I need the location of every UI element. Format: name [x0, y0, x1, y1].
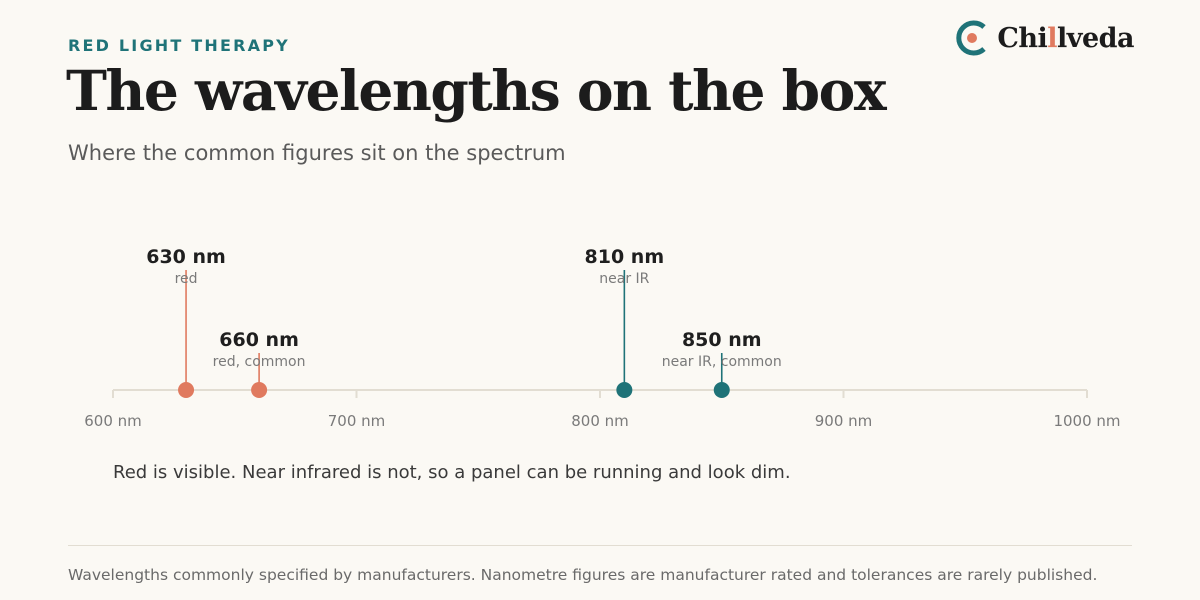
chillveda-logo-icon [956, 20, 987, 56]
page-subtitle: Where the common figures sit on the spec… [68, 141, 566, 165]
data-point [713, 382, 730, 398]
x-tick-label: 1000 nm [1053, 412, 1120, 430]
point-category-label: red, common [213, 354, 306, 370]
x-tick-label: 600 nm [84, 412, 142, 430]
data-point [616, 382, 633, 398]
point-value-label: 630 nm [146, 246, 226, 268]
page-title: The wavelengths on the box [66, 58, 887, 123]
point-category-label: near IR [599, 271, 649, 287]
brand-name-start: Chi [997, 22, 1048, 54]
point-category-label: red [175, 271, 198, 287]
brand-name-end: lveda [1057, 22, 1135, 54]
x-tick-label: 800 nm [571, 412, 629, 430]
eyebrow-label: RED LIGHT THERAPY [68, 36, 290, 55]
point-category-label: near IR, common [662, 354, 782, 370]
brand-name: Chillveda [997, 23, 1134, 54]
footer-divider [68, 545, 1132, 546]
brand-name-accent: l [1047, 22, 1057, 54]
footnote: Wavelengths commonly specified by manufa… [68, 566, 1098, 584]
chart-note: Red is visible. Near infrared is not, so… [113, 462, 791, 483]
point-value-label: 660 nm [219, 329, 299, 351]
data-point [251, 382, 268, 398]
x-tick-label: 900 nm [815, 412, 873, 430]
point-value-label: 810 nm [585, 246, 665, 268]
brand-logo: Chillveda [955, 18, 1135, 58]
point-value-label: 850 nm [682, 329, 762, 351]
data-point [178, 382, 195, 398]
x-tick-label: 700 nm [328, 412, 386, 430]
